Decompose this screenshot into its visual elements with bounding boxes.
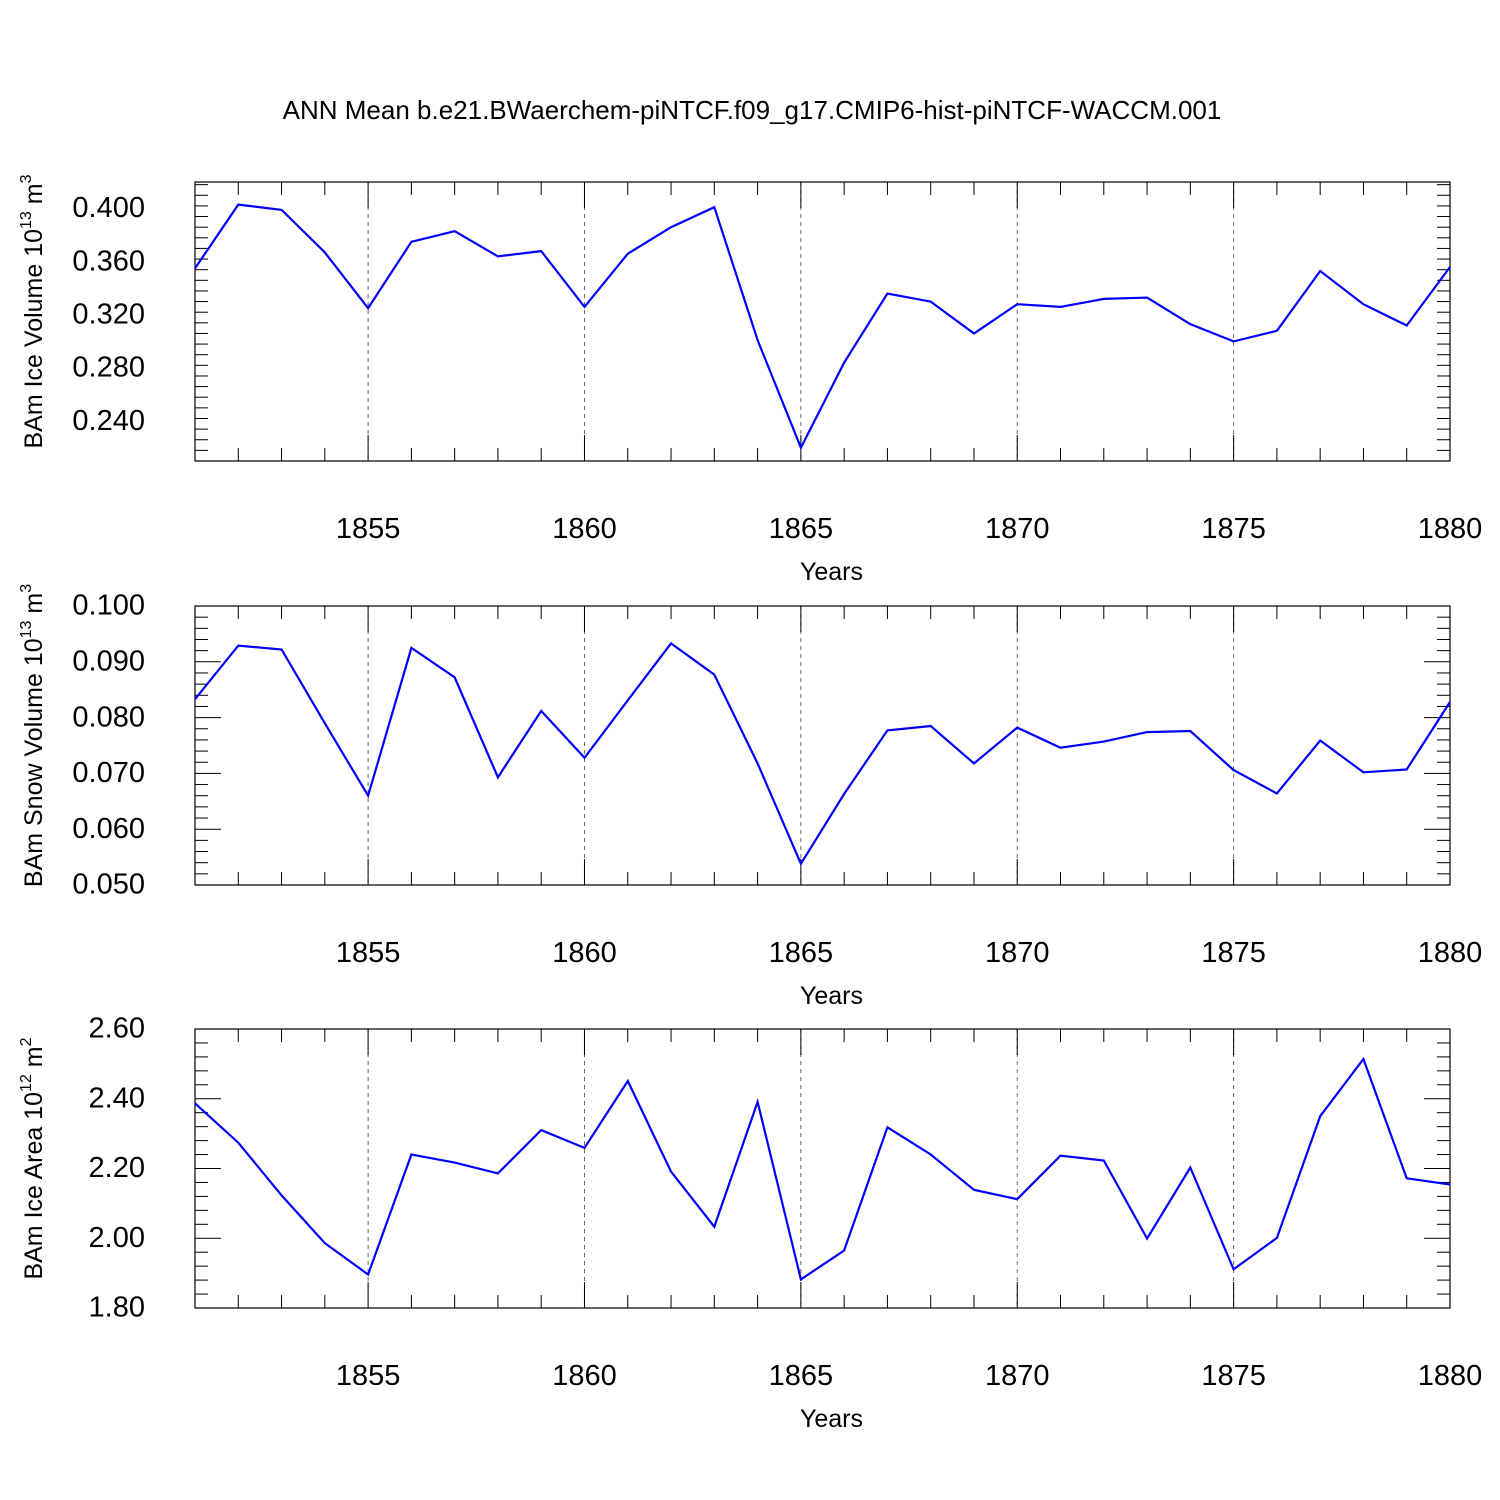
y-tick-label: 0.400 [72, 192, 145, 224]
x-tick-label: 1855 [336, 937, 401, 969]
y-axis-title: BAm Ice Volume 1013 m3 [18, 174, 48, 448]
x-tick-label: 1865 [769, 513, 834, 545]
x-tick-label: 1880 [1418, 1360, 1483, 1392]
x-tick-label: 1880 [1418, 513, 1483, 545]
x-axis-title: Years [800, 982, 863, 1010]
x-tick-label: 1870 [985, 1360, 1050, 1392]
y-tick-label: 1.80 [89, 1292, 145, 1324]
figure-title: ANN Mean b.e21.BWaerchem-piNTCF.f09_g17.… [283, 95, 1222, 125]
plot-frame [194, 181, 1451, 462]
plot-frame [194, 605, 1451, 886]
x-tick-label: 1865 [769, 937, 834, 969]
y-axis-title: BAm Snow Volume 1013 m3 [18, 584, 48, 887]
y-tick-label: 0.360 [72, 245, 145, 277]
panel-1: 0.240 0.280 0.320 0.360 0.400 1855 1860 1865 187… [18, 174, 1482, 586]
y-tick-label: 2.60 [89, 1013, 145, 1045]
x-tick-label: 1870 [985, 937, 1050, 969]
x-tick-label: 1875 [1201, 1360, 1266, 1392]
x-tick-label: 1870 [985, 513, 1050, 545]
x-tick-label: 1880 [1418, 937, 1483, 969]
y-tick-label: 0.050 [72, 869, 145, 901]
x-tick-label: 1875 [1201, 513, 1266, 545]
x-tick-label: 1875 [1201, 937, 1266, 969]
x-tick-label: 1860 [552, 937, 617, 969]
y-tick-label: 2.00 [89, 1222, 145, 1254]
x-axis-title: Years [800, 558, 863, 586]
series-line [194, 203, 1451, 451]
y-tick-label: 0.240 [72, 405, 145, 437]
y-tick-label: 0.060 [72, 813, 145, 845]
y-tick-label: 0.320 [72, 299, 145, 331]
panel-2: 0.050 0.060 0.070 0.080 0.090 0.100 1855 1860 18… [18, 584, 1482, 1010]
x-tick-label: 1860 [552, 513, 617, 545]
y-tick-label: 0.070 [72, 757, 145, 789]
y-tick-label: 0.100 [72, 590, 145, 622]
x-tick-label: 1860 [552, 1360, 617, 1392]
y-axis-title: BAm Ice Area 1012 m2 [18, 1037, 48, 1279]
y-tick-label: 0.090 [72, 645, 145, 677]
series-line [194, 641, 1451, 867]
y-tick-label: 0.080 [72, 701, 145, 733]
x-tick-label: 1855 [336, 513, 401, 545]
x-axis-title: Years [800, 1405, 863, 1433]
x-tick-label: 1855 [336, 1360, 401, 1392]
y-tick-label: 0.280 [72, 352, 145, 384]
series-line [194, 1056, 1451, 1282]
x-tick-label: 1865 [769, 1360, 834, 1392]
panels: 0.240 0.280 0.320 0.360 0.400 1855 1860 1865 187… [18, 174, 1482, 1433]
y-tick-label: 2.40 [89, 1082, 145, 1114]
panel-3: 1.80 2.00 2.20 2.40 2.60 1855 1860 1865 1870 1875… [18, 1013, 1482, 1433]
y-tick-label: 2.20 [89, 1152, 145, 1184]
